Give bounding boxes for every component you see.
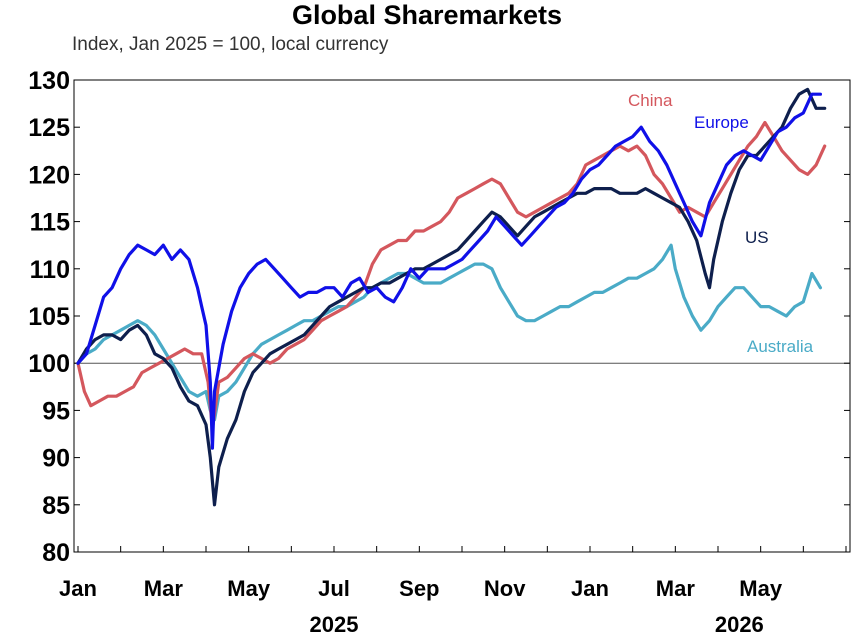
series-label-australia: Australia	[747, 337, 814, 356]
y-tick-label: 100	[28, 350, 70, 378]
series-line-us	[76, 87, 827, 507]
y-tick-label: 125	[28, 114, 70, 142]
series-label-europe: Europe	[694, 113, 749, 132]
x-tick-label: Jan	[59, 576, 97, 601]
series-line-china	[76, 120, 827, 431]
x-tick-label: Mar	[144, 576, 184, 601]
x-tick-label: Mar	[656, 576, 696, 601]
y-tick-label: 115	[30, 209, 70, 237]
y-tick-label: 80	[42, 539, 70, 567]
series-line-europe	[76, 92, 822, 450]
series-label-china: China	[628, 91, 673, 110]
chart-title: Global Sharemarkets	[291, 0, 563, 30]
y-tick-label: 120	[28, 161, 70, 189]
year-label: 2026	[715, 612, 764, 637]
x-tick-label: Jul	[318, 576, 350, 601]
x-tick-label: Sep	[399, 576, 439, 601]
year-label: 2025	[310, 612, 359, 637]
y-tick-label: 85	[42, 492, 70, 520]
y-tick-label: 90	[42, 445, 70, 473]
y-tick-label: 105	[28, 303, 70, 331]
x-tick-label: May	[227, 576, 271, 601]
plot-area-border	[73, 79, 851, 553]
chart-subtitle: Index, Jan 2025 = 100, local currency	[72, 34, 389, 55]
series-label-us: US	[745, 228, 769, 247]
y-tick-label: 130	[28, 67, 70, 95]
y-tick-label: 95	[42, 397, 70, 425]
x-tick-label: May	[739, 576, 783, 601]
y-tick-label: 110	[30, 256, 70, 284]
x-tick-label: Jan	[571, 576, 609, 601]
series-line-australia	[76, 243, 822, 422]
x-tick-label: Nov	[484, 576, 526, 601]
